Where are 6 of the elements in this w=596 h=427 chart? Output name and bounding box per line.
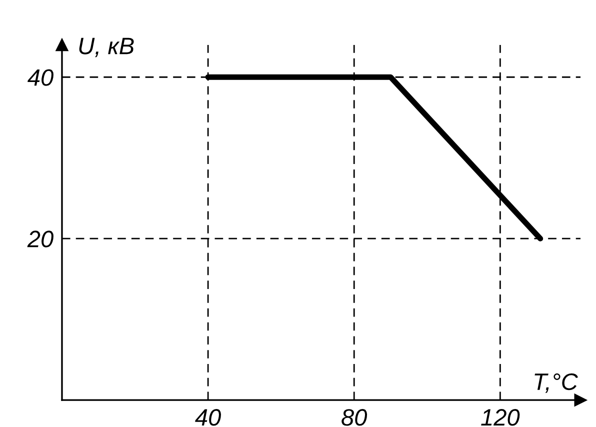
y-axis-title: U, кВ xyxy=(79,38,134,58)
x-tick-label: 40 xyxy=(195,409,221,426)
x-tick-label: 80 xyxy=(342,409,368,426)
x-tick-label: 120 xyxy=(481,409,520,426)
x-axis-title: T,°C xyxy=(534,373,578,393)
y-tick-label: 20 xyxy=(27,230,54,248)
